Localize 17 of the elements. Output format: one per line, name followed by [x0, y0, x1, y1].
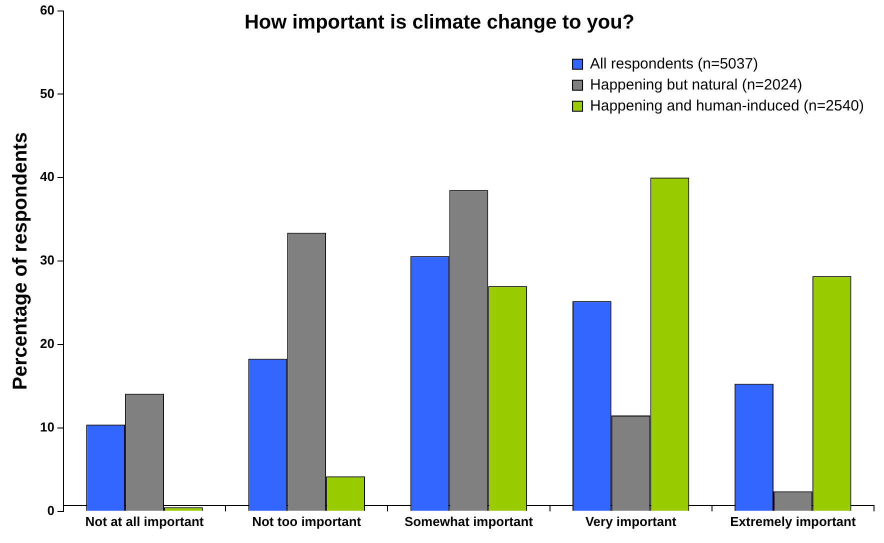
- y-tick-label: 0: [47, 502, 54, 518]
- chart-title: How important is climate change to you?: [244, 11, 635, 34]
- legend-label: Happening and human-induced (n=2540): [590, 97, 864, 114]
- legend-label: All respondents (n=5037): [590, 55, 758, 72]
- y-tick-label: 60: [40, 2, 54, 18]
- x-tick-label: Not at all important: [85, 514, 204, 529]
- x-tick-label: Very important: [585, 514, 678, 529]
- y-tick-label: 50: [40, 86, 54, 101]
- legend-label: Happening but natural (n=2024): [590, 76, 802, 94]
- x-tick-label: Extremely important: [730, 514, 856, 529]
- y-tick-label: 10: [40, 420, 54, 435]
- y-tick-label: 30: [40, 252, 54, 268]
- y-axis-title: Percentage of respondents: [10, 132, 32, 390]
- x-tick-label: Not too important: [252, 514, 362, 529]
- x-tick-label: Somewhat important: [404, 514, 534, 529]
- y-tick-label: 40: [40, 169, 54, 184]
- y-tick-label: 20: [40, 336, 54, 352]
